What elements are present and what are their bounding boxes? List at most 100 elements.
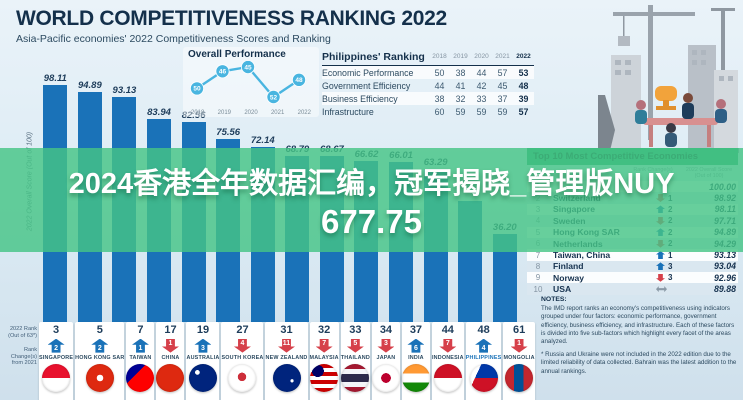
rank-change-down-arrow: 11 [278,338,295,353]
bar-value-label: 83.94 [147,106,171,118]
rank-change-down-arrow: 4 [233,338,251,353]
rank-change-up-arrow: 1 [131,338,149,353]
overall-performance-line: 50 46 45 52 48 [190,60,307,104]
top10-rank: 7 [535,250,541,260]
economy-rank: 31 [280,324,293,336]
ph-table-title: Philippines' Ranking [322,51,425,63]
ph-factor-label: Infrastructure [322,106,374,117]
rank-change-value: 6 [413,344,418,352]
ph-rank-cell: 44 [434,80,445,91]
economy-card: 17 1 CHINA [156,322,185,400]
rank-change-down-arrow: 5 [346,338,364,353]
rank-change-value: 5 [353,339,358,347]
ph-rank-cell: 33 [476,93,487,104]
notes-paragraph-1: The IMD report ranks an economy's compet… [541,305,735,346]
ph-table-header: Philippines' Ranking 2018 2019 2020 2021 202… [322,45,534,66]
ph-year-header: 2022 [516,53,531,60]
top10-rank-change: 1 [656,251,694,260]
rank-change-up-arrow: 4 [475,338,493,353]
ph-table-row: Economic Performance 50 38 44 57 53 [322,66,534,79]
flag-indonesia [433,363,462,392]
rank-change-up-arrow: 6 [407,338,425,353]
rank-change-value: 2 [54,344,59,352]
mini-year-label: 2020 [244,110,258,116]
economy-name: PHILIPPINES [465,354,502,361]
ph-year-header: 2020 [474,53,489,60]
ph-table-row: Government Efficiency 44 41 42 45 48 [322,79,534,92]
page-title: WORLD COMPETITIVENESS RANKING 2022 [16,7,447,30]
bar-value-label: 93.13 [112,84,137,96]
top10-same-arrow [656,286,667,293]
flag-taiwan [126,363,155,392]
rank-change-value: 1 [517,339,522,347]
ph-table-year-headers: 2018 2019 2020 2021 2022 [429,45,534,63]
rank-change-down-arrow: 1 [510,338,528,353]
ph-year-header: 2019 [453,53,468,60]
ph-table-rows: Economic Performance 50 38 44 57 53 Government… [322,66,534,118]
rank-change-value: 7 [445,339,450,347]
economy-rank: 34 [379,324,393,336]
flag-malaysia [310,363,339,392]
economy-card: 61 1 MONGOLIA [503,322,535,400]
ph-rank-cell: 48 [518,80,529,91]
top10-score: 89.88 [713,284,736,295]
economy-card: 32 7 MALAYSIA [309,322,339,400]
top10-up-arrow [656,262,665,271]
ph-rank-cell: 57 [518,106,529,117]
ph-rank-cell: 41 [455,80,466,91]
overall-performance-chart: Overall Performance 50 46 45 52 48 2018 2019 2… [183,47,319,117]
economy-name: JAPAN [376,354,396,361]
bar-value-label: 98.11 [43,72,67,84]
ph-rank-cell: 50 [434,67,445,78]
ph-rank-cell: 32 [455,93,466,104]
economy-card: 48 4 PHILIPPINES [465,322,502,400]
top10-rank: 8 [535,261,541,271]
rank-change-up-arrow: 2 [91,338,109,353]
flag-singapore [42,363,71,392]
economy-card: 31 11 NEW ZEALAND [265,322,308,400]
mini-year-label: 2019 [217,110,232,116]
rank-axis-label: 2022 Rank (Out of 63*) [8,326,37,339]
ph-rank-cell: 60 [434,106,445,117]
line-point [241,60,256,74]
flag-new-zealand [272,363,301,392]
top10-rank-change: 3 [656,273,694,282]
ph-rank-cell: 38 [455,67,466,78]
line-point [292,72,307,87]
economy-name: HONG KONG SAR [75,354,125,361]
ph-factor-label: Business Efficiency [322,93,398,104]
economy-rank: 7 [137,324,144,336]
economy-name: THAILAND [340,354,370,361]
flag-australia [188,363,217,392]
bar-value-label: 82.56 [181,110,206,122]
economy-rank: 32 [318,324,331,336]
economy-rank: 37 [409,324,423,336]
watermark-overlay: 2024香港全年数据汇编，冠军揭晓_管理版NUY 677.75 [0,148,743,252]
ph-factor-label: Government Efficiency [322,80,411,91]
ph-rank-cell: 38 [434,93,445,104]
top10-rank: 9 [535,273,541,283]
top10-economy-name: USA [553,284,572,295]
line-point-value: 50 [193,86,201,93]
ph-rank-cell: 42 [476,80,487,91]
line-point-value: 52 [270,94,278,101]
economy-name: TAIWAN [129,354,152,361]
rank-change-value: 4 [240,339,245,347]
economy-card: 34 3 JAPAN [371,322,400,400]
top10-economy-name: Norway [553,272,585,283]
economy-rank: 44 [441,324,454,336]
top10-row: 7 Taiwan, China 1 93.13 [527,249,738,261]
rank-change-value: 7 [322,339,327,347]
top10-score: 93.04 [713,261,736,272]
notes-heading: NOTES: [541,296,567,303]
rank-change-value: 4 [481,344,486,352]
economy-card: 27 4 SOUTH KOREA [221,322,264,400]
line-point [266,89,281,104]
economy-rank: 48 [477,324,490,336]
ph-rank-cell: 45 [497,80,508,91]
flag-mongolia [505,363,534,392]
rank-change-value: 3 [383,339,388,347]
economy-name: INDONESIA [431,354,464,361]
flag-south-korea [228,363,257,392]
